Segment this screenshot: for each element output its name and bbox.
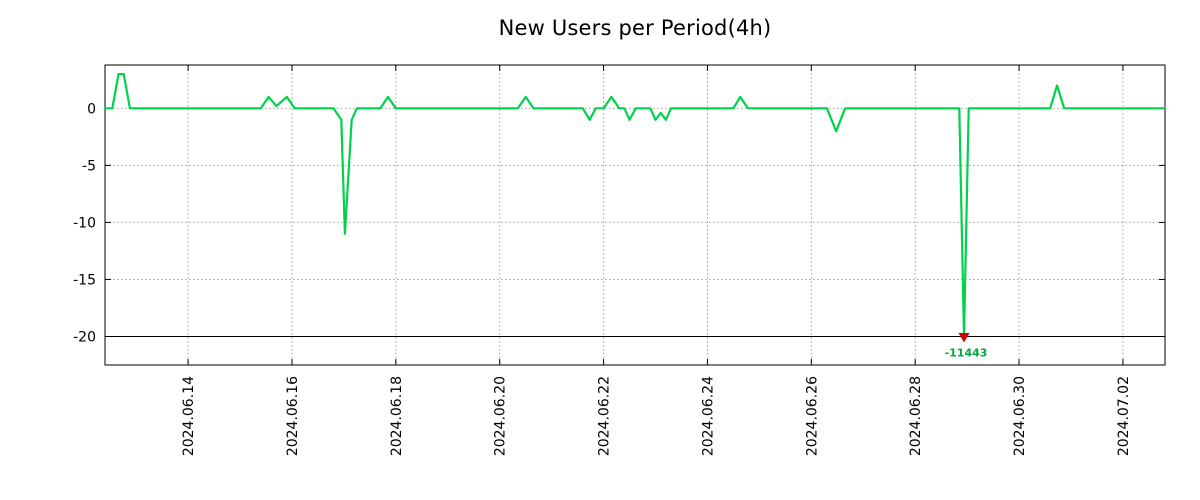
y-tick-label: 0 xyxy=(87,101,96,117)
plot-frame xyxy=(104,64,1166,366)
series-line xyxy=(103,73,1167,338)
y-tick-label: -5 xyxy=(82,158,96,174)
x-tick-label: 2024.06.24 xyxy=(700,376,716,456)
x-tick-label: 2024.06.16 xyxy=(285,376,301,456)
x-tick-label: 2024.06.26 xyxy=(804,376,820,456)
x-tick-label: 2024.06.28 xyxy=(908,376,924,456)
y-tick-label: -20 xyxy=(73,329,96,345)
x-tick-label: 2024.07.02 xyxy=(1116,376,1132,456)
x-tick-label: 2024.06.30 xyxy=(1012,376,1028,456)
chart-title: New Users per Period(4h) xyxy=(498,16,772,40)
x-tick-label: 2024.06.20 xyxy=(493,376,509,456)
x-tick-label: 2024.06.14 xyxy=(181,376,197,456)
x-tick-label: 2024.06.18 xyxy=(389,376,405,456)
y-tick-label: -10 xyxy=(73,215,96,231)
x-tick-label: 2024.06.22 xyxy=(597,376,613,456)
min-value-label: -11443 xyxy=(945,346,988,359)
y-tick-label: -15 xyxy=(73,272,96,288)
min-marker-icon xyxy=(958,332,970,343)
